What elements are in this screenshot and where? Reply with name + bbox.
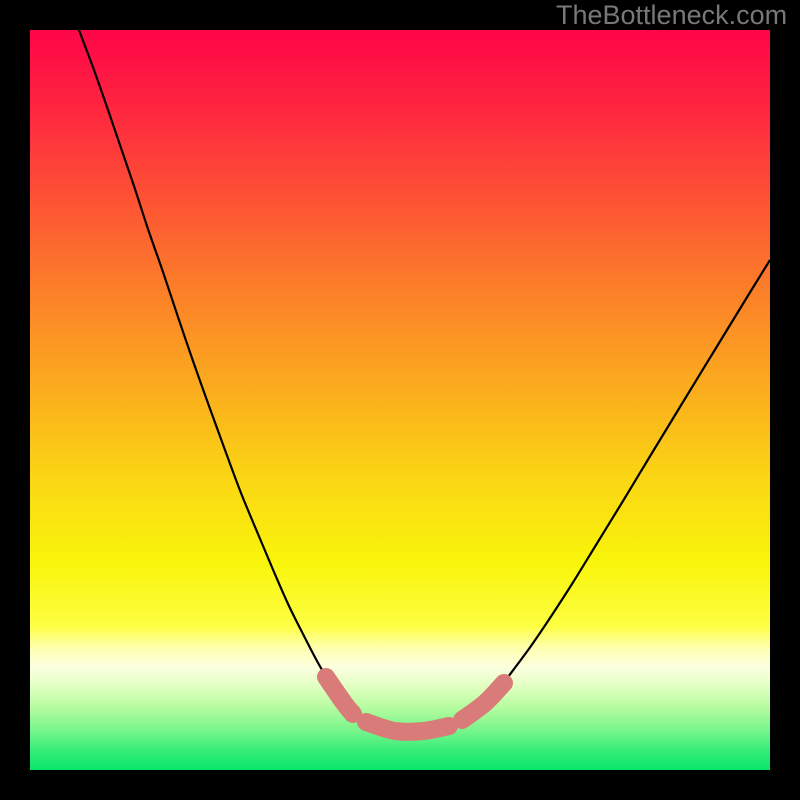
chart-frame — [0, 0, 800, 800]
watermark-text: TheBottleneck.com — [556, 0, 787, 31]
